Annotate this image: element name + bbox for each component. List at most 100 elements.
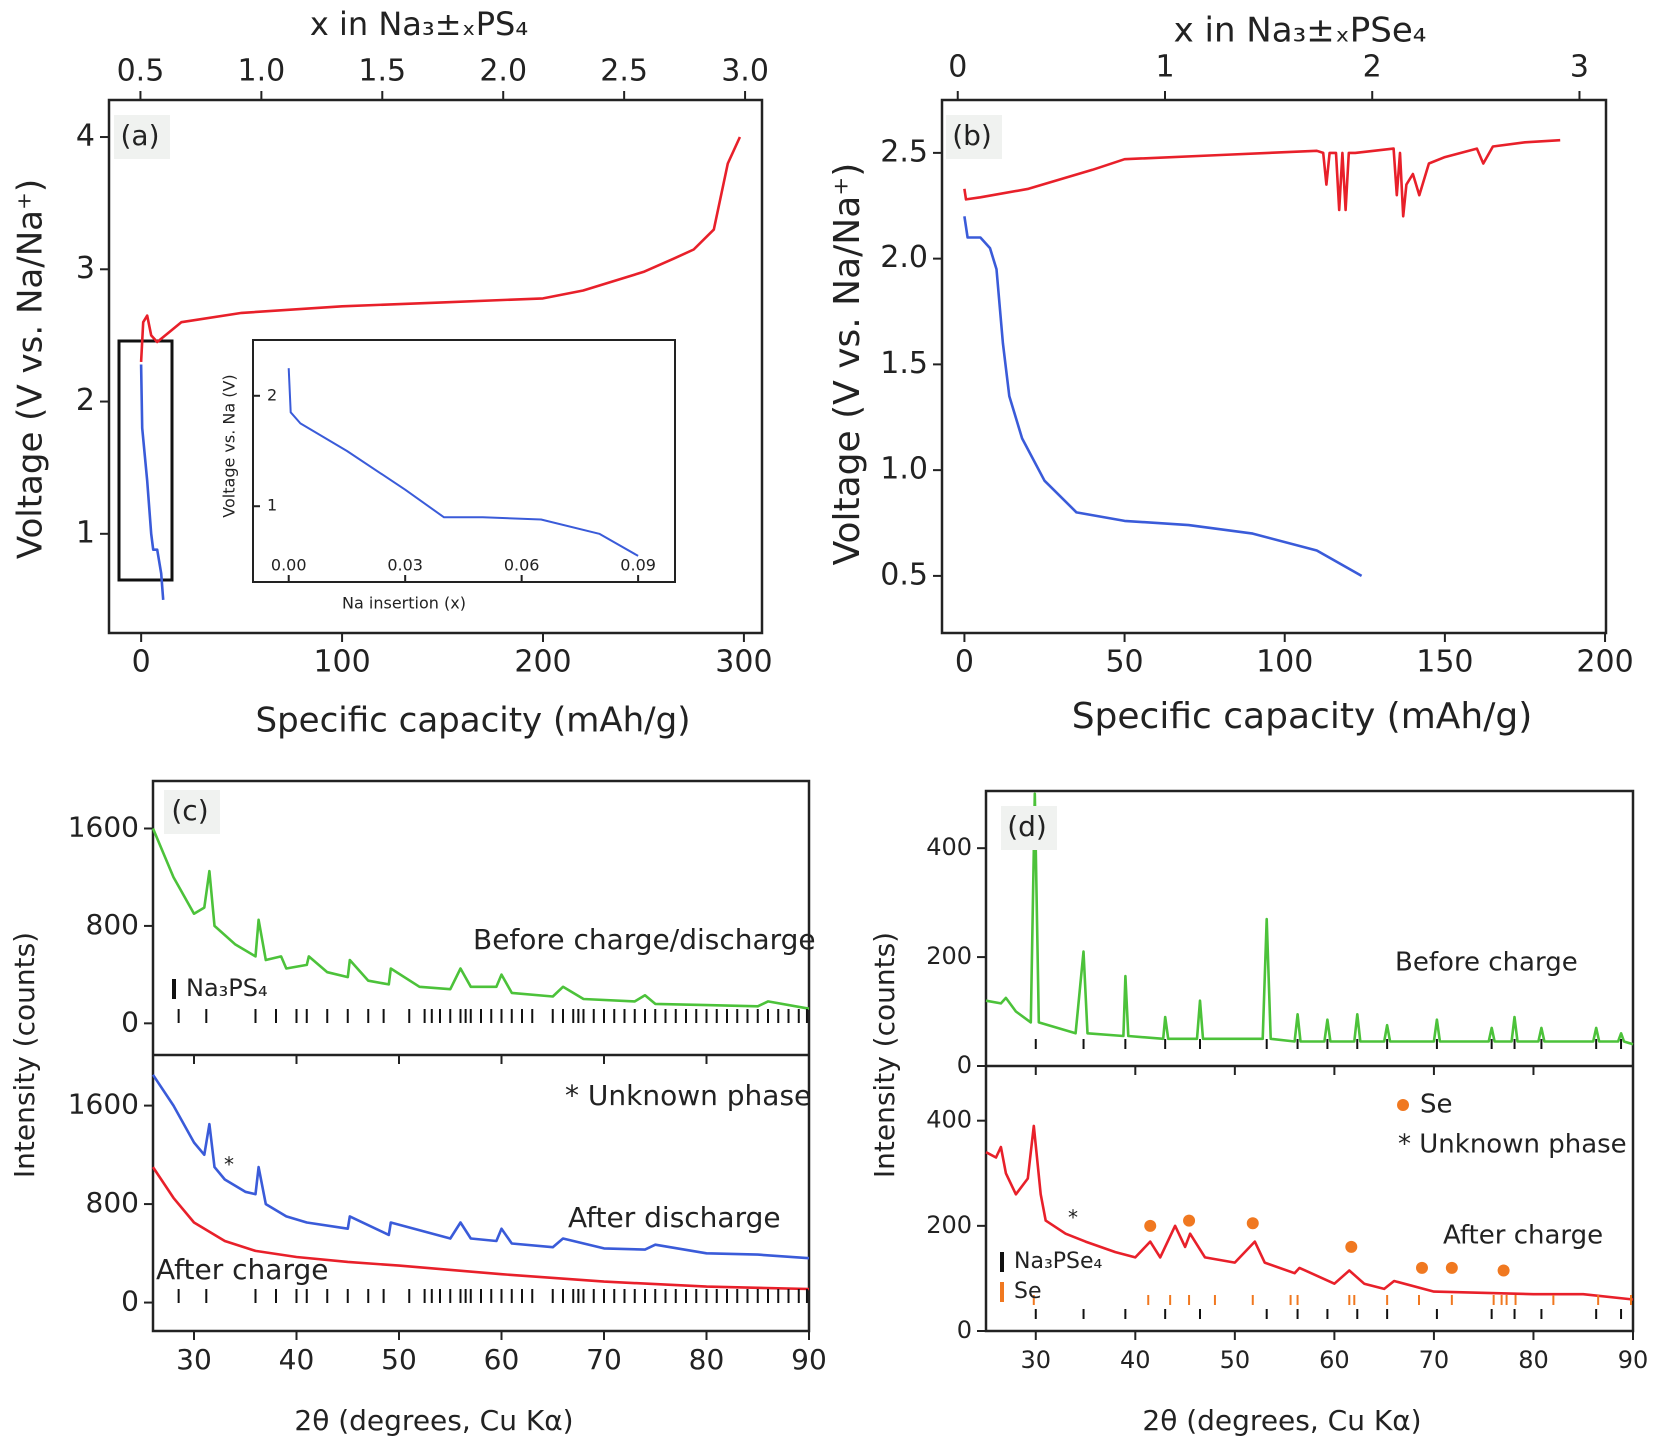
zoom-box bbox=[117, 339, 174, 582]
panel-label-bg bbox=[164, 790, 220, 834]
y-tick-label: 0 bbox=[957, 1051, 972, 1079]
x-tick-label: 200 bbox=[514, 645, 571, 680]
legend-swatch bbox=[1000, 1282, 1004, 1302]
y-tick-label: 1600 bbox=[68, 1088, 139, 1121]
data-line bbox=[963, 216, 1363, 578]
data-line bbox=[985, 1124, 1634, 1301]
x-tick-label: 50 bbox=[1220, 1346, 1251, 1374]
x-tick-label: 150 bbox=[1416, 645, 1473, 680]
y-tick-label: 2.5 bbox=[880, 134, 928, 169]
y-tick-label: 400 bbox=[926, 1106, 972, 1134]
scatter-point bbox=[1445, 1261, 1458, 1274]
panel-label-bg bbox=[946, 115, 1002, 159]
panel-label-bg bbox=[114, 115, 170, 159]
data-line bbox=[963, 138, 1561, 218]
legend-label: Se bbox=[1420, 1090, 1453, 1120]
plot-frame bbox=[107, 98, 764, 635]
data-line bbox=[151, 1166, 810, 1291]
y-axis-label: Voltage (V vs. Na/Na⁺) bbox=[827, 163, 868, 566]
y-tick-label: 0 bbox=[957, 1316, 972, 1344]
annotation: * bbox=[1068, 1206, 1078, 1230]
x-axis-label: 2θ (degrees, Cu Kα) bbox=[294, 1404, 573, 1437]
annotation: * bbox=[224, 1153, 234, 1177]
x2-tick-label: 3 bbox=[1570, 50, 1589, 85]
x-tick-label: 80 bbox=[1518, 1346, 1549, 1374]
scatter-point bbox=[1497, 1264, 1510, 1277]
x-tick-label: 0.06 bbox=[504, 556, 540, 575]
y-tick-label: 0 bbox=[121, 1005, 139, 1038]
x-tick-label: 80 bbox=[689, 1343, 725, 1376]
scatter-point bbox=[1345, 1240, 1358, 1253]
x2-tick-label: 1.5 bbox=[358, 54, 406, 89]
x-axis-label: Specific capacity (mAh/g) bbox=[256, 701, 691, 741]
y-tick-label: 0.5 bbox=[880, 557, 928, 592]
scatter-point bbox=[1183, 1214, 1196, 1227]
panel-label: (c) bbox=[171, 794, 208, 827]
y-tick-label: 2 bbox=[267, 385, 277, 404]
y-tick-label: 1.0 bbox=[880, 452, 928, 487]
y-tick-label: 2.0 bbox=[880, 240, 928, 275]
annotation: Before charge bbox=[1395, 948, 1578, 978]
legend-label: Na₃PS₄ bbox=[186, 974, 268, 1002]
x2-tick-label: 0.5 bbox=[117, 54, 165, 89]
y-tick-label: 3 bbox=[76, 251, 95, 286]
x-tick-label: 60 bbox=[484, 1343, 520, 1376]
x2-tick-label: 2.5 bbox=[600, 54, 648, 89]
legend-swatch bbox=[172, 979, 176, 999]
x-tick-label: 0.03 bbox=[387, 556, 423, 575]
scatter-point bbox=[1144, 1219, 1157, 1232]
scatter-point bbox=[1246, 1217, 1259, 1230]
x2-tick-label: 0 bbox=[948, 50, 967, 85]
data-line bbox=[151, 827, 810, 1010]
x-axis-label: 2θ (degrees, Cu Kα) bbox=[1142, 1404, 1421, 1437]
x-tick-label: 0.00 bbox=[271, 556, 307, 575]
y-axis-label: Intensity (counts) bbox=[868, 932, 901, 1178]
plot-frame bbox=[940, 98, 1608, 635]
y-tick-label: 800 bbox=[86, 908, 139, 941]
x-tick-label: 30 bbox=[1020, 1346, 1051, 1374]
scatter-point bbox=[1415, 1261, 1428, 1274]
y-tick-label: 2 bbox=[76, 383, 95, 418]
x2-tick-label: 1 bbox=[1155, 50, 1174, 85]
annotation: After charge bbox=[156, 1253, 328, 1286]
legend-marker bbox=[1397, 1099, 1409, 1111]
x-tick-label: 50 bbox=[1105, 645, 1143, 680]
legend-label: Se bbox=[1014, 1279, 1042, 1304]
y-axis-label: Voltage vs. Na (V) bbox=[220, 374, 239, 517]
x-tick-label: 200 bbox=[1576, 645, 1633, 680]
panel-label: (d) bbox=[1007, 810, 1047, 843]
annotation: * Unknown phase bbox=[565, 1079, 811, 1112]
x-tick-label: 90 bbox=[1618, 1346, 1649, 1374]
x2-tick-label: 1.0 bbox=[238, 54, 286, 89]
data-line bbox=[287, 368, 639, 557]
x-tick-label: 70 bbox=[586, 1343, 622, 1376]
x2-tick-label: 3.0 bbox=[721, 54, 769, 89]
y-tick-label: 200 bbox=[926, 942, 972, 970]
panel-label: (a) bbox=[120, 119, 159, 152]
x-axis-label: Na insertion (x) bbox=[342, 594, 466, 613]
x-tick-label: 100 bbox=[313, 645, 370, 680]
x-tick-label: 70 bbox=[1419, 1346, 1450, 1374]
annotation: * Unknown phase bbox=[1398, 1130, 1627, 1160]
y-tick-label: 1600 bbox=[68, 810, 139, 843]
x-tick-label: 60 bbox=[1319, 1346, 1350, 1374]
annotation: Before charge/discharge bbox=[473, 923, 816, 956]
x-tick-label: 100 bbox=[1256, 645, 1313, 680]
data-line bbox=[139, 364, 165, 600]
y-tick-label: 1.5 bbox=[880, 346, 928, 381]
x-tick-label: 300 bbox=[715, 645, 772, 680]
x2-axis-label: x in Na₃±ₓPS₄ bbox=[310, 5, 528, 43]
x-axis-label: Specific capacity (mAh/g) bbox=[1072, 696, 1533, 737]
x-tick-label: 90 bbox=[791, 1343, 827, 1376]
data-line bbox=[139, 136, 742, 362]
panel-label-bg bbox=[1001, 806, 1057, 850]
panel-label: (b) bbox=[952, 119, 992, 152]
data-line bbox=[151, 1074, 810, 1260]
data-line bbox=[985, 792, 1634, 1046]
annotation: After charge bbox=[1443, 1221, 1603, 1251]
x-tick-label: 40 bbox=[279, 1343, 315, 1376]
y-axis-label: Voltage (V vs. Na/Na⁺) bbox=[11, 179, 51, 559]
y-tick-label: 400 bbox=[926, 833, 972, 861]
plot-frame bbox=[984, 789, 1635, 1333]
